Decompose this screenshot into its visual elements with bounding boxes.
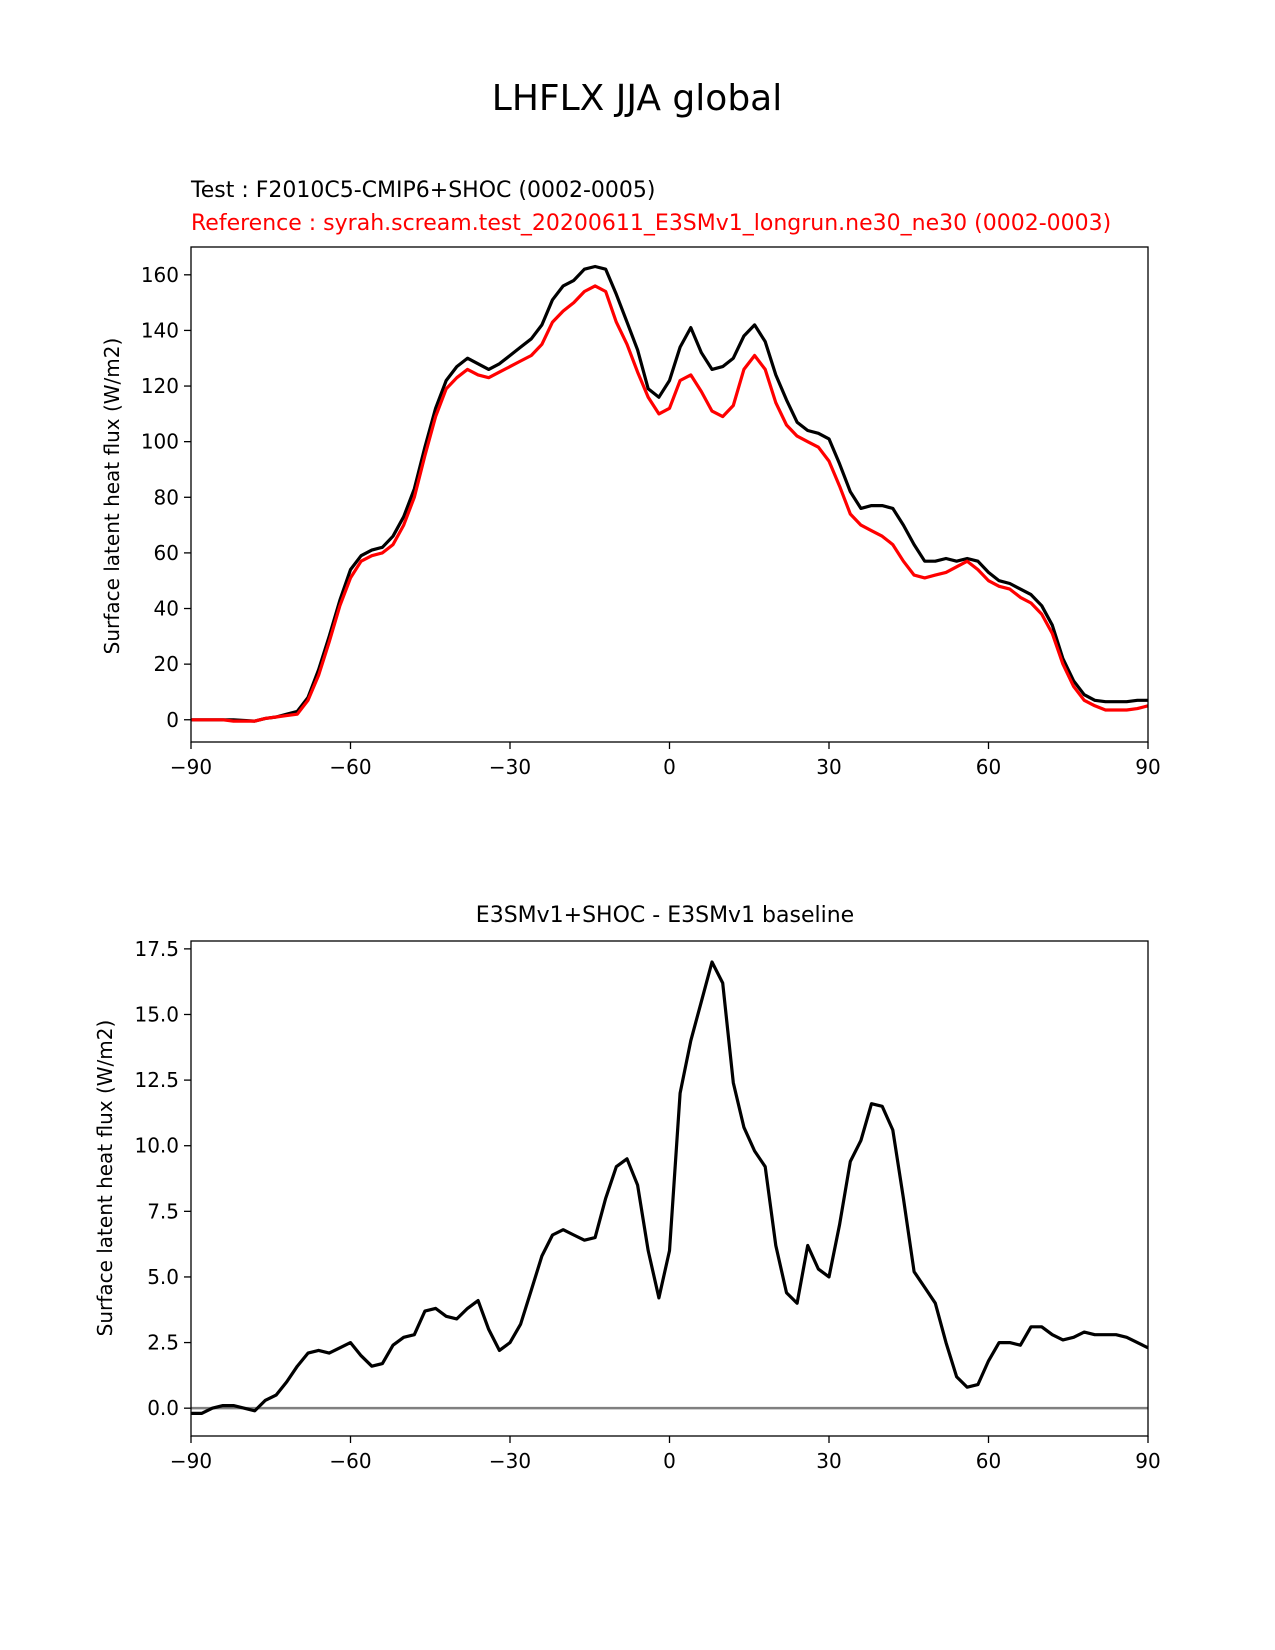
top-series-test-line: [191, 264, 1148, 723]
bottom-y-tick-label: 17.5: [134, 937, 179, 961]
top-x-tick-label: 60: [976, 755, 1001, 779]
top-series-reference-line: [191, 284, 1149, 723]
bottom-y-axis-label: Surface latent heat flux (W/m2): [93, 1020, 117, 1337]
top-y-tick-label: 60: [154, 541, 179, 565]
top-y-tick-label: 80: [154, 485, 179, 509]
top-x-tick-label: −60: [329, 755, 371, 779]
top-y-tick-label: 20: [154, 652, 179, 676]
top-y-tick-label: 0: [166, 708, 179, 732]
top-x-tick-label: 0: [663, 755, 676, 779]
bottom-y-tick-label: 7.5: [147, 1199, 179, 1223]
bottom-axes-frame: [190, 940, 1149, 1437]
top-panel: Test : F2010C5-CMIP6+SHOC (0002-0005) Re…: [100, 178, 1161, 779]
bottom-x-tick-label: 30: [816, 1449, 841, 1473]
top-y-tick-label: 40: [154, 597, 179, 621]
top-x-tick-label: 90: [1135, 755, 1160, 779]
top-axes-frame: [190, 246, 1149, 743]
bottom-x-tick-label: 90: [1135, 1449, 1160, 1473]
bottom-y-tick-label: 15.0: [134, 1002, 179, 1026]
top-y-axis-label: Surface latent heat flux (W/m2): [100, 338, 124, 655]
bottom-y-tick-label: 2.5: [147, 1331, 179, 1355]
bottom-panel: E3SMv1+SHOC - E3SMv1 baseline −90 −60 −30 0…: [93, 903, 1161, 1473]
bottom-x-tick-label: −30: [489, 1449, 531, 1473]
bottom-series-difference-line: [191, 960, 1149, 1416]
bottom-series-layer: [191, 960, 1149, 1416]
bottom-y-tick-label: 0.0: [147, 1396, 179, 1420]
top-x-tick-label: −90: [170, 755, 212, 779]
top-y-tick-label: 160: [141, 263, 179, 287]
top-x-tick-label: −30: [489, 755, 531, 779]
bottom-x-tick-label: −90: [170, 1449, 212, 1473]
top-series-layer: [191, 264, 1149, 723]
test-title: Test : F2010C5-CMIP6+SHOC (0002-0005): [190, 178, 655, 203]
top-y-tick-label: 140: [141, 318, 179, 342]
bottom-axes: −90 −60 −30 0 30 60 90 0.0 2.5 5.0 7.5 10.0 12.5 15.0…: [134, 937, 1160, 1473]
top-axes: −90 −60 −30 0 30 60 90 0 20 40 60 80 100 120 140 160: [141, 246, 1161, 779]
bottom-y-tick-label: 5.0: [147, 1265, 179, 1289]
bottom-x-tick-label: 60: [976, 1449, 1001, 1473]
top-y-tick-label: 120: [141, 374, 179, 398]
reference-title: Reference : syrah.scream.test_20200611_E…: [191, 211, 1111, 236]
top-y-tick-label: 100: [141, 430, 179, 454]
bottom-x-tick-label: −60: [329, 1449, 371, 1473]
bottom-y-tick-label: 10.0: [134, 1134, 179, 1158]
bottom-title: E3SMv1+SHOC - E3SMv1 baseline: [476, 903, 854, 928]
top-x-tick-label: 30: [816, 755, 841, 779]
bottom-x-tick-label: 0: [663, 1449, 676, 1473]
bottom-y-tick-label: 12.5: [134, 1068, 179, 1092]
figure-suptitle: LHFLX JJA global: [492, 78, 782, 119]
